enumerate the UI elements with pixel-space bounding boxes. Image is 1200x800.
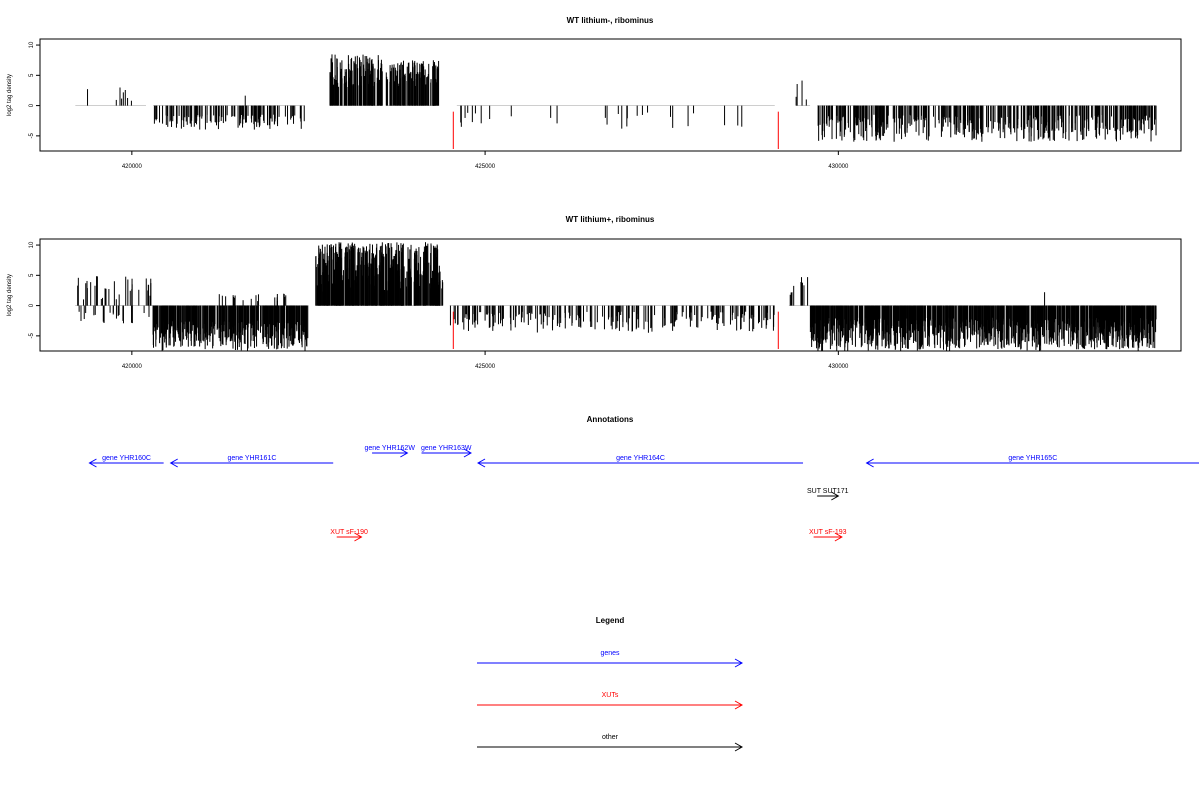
annotation-gene: gene YHR160C	[88, 455, 164, 468]
arrow-head	[734, 658, 744, 668]
y-axis: -5 0 5 10	[29, 241, 40, 339]
x-tick-label: 430000	[828, 164, 849, 170]
annotation-gene: gene YHR163W	[421, 445, 472, 458]
annotation-label: SUT SUT171	[807, 488, 849, 495]
arrow-head	[834, 532, 843, 542]
annotation-label: gene YHR163W	[421, 445, 472, 452]
y-tick-label: 10	[29, 41, 35, 48]
y-tick-label: 0	[29, 103, 35, 107]
panel-title: WT lithium+, ribominus	[566, 215, 655, 224]
annotations-track: Annotations gene YHR160C gene YHR161C gene…	[88, 415, 1199, 542]
plot-frame	[39, 38, 1182, 152]
legend-title: Legend	[596, 616, 625, 625]
annotation-label: gene YHR162W	[364, 445, 415, 452]
annotation-gene: gene YHR162W	[364, 445, 415, 458]
y-axis-label: log2 tag density	[7, 74, 13, 116]
annotation-label: XUT sF-193	[809, 529, 847, 536]
annotation-label: XUT sF-190	[330, 529, 368, 536]
x-tick-label: 425000	[475, 364, 496, 370]
legend: Legend genes XUTs other	[477, 616, 744, 752]
legend-item-xut: XUTs	[477, 692, 744, 710]
legend-label: XUTs	[602, 692, 619, 699]
annotation-xut: XUT sF-190	[330, 529, 368, 542]
legend-item-gene: genes	[477, 650, 744, 668]
arrow-head	[734, 700, 744, 710]
boundary-markers	[452, 311, 779, 349]
y-tick-label: 5	[29, 73, 35, 77]
annotation-label: gene YHR161C	[227, 455, 276, 462]
annotation-label: gene YHR164C	[616, 455, 665, 462]
density-bars	[75, 54, 1157, 142]
plot-frame	[39, 238, 1182, 352]
x-tick-label: 425000	[475, 164, 496, 170]
y-tick-label: -5	[29, 133, 35, 139]
annotation-label: gene YHR165C	[1008, 455, 1057, 462]
legend-label: other	[602, 734, 619, 741]
annotation-label: gene YHR160C	[102, 455, 151, 462]
arrow-head	[463, 448, 472, 458]
annotation-gene: gene YHR161C	[169, 455, 334, 468]
arrow-head	[400, 448, 409, 458]
arrow-head	[88, 458, 97, 468]
annotations-title: Annotations	[587, 415, 634, 424]
y-axis-label: log2 tag density	[7, 274, 13, 316]
track-panel-lithium-plus: WT lithium+, ribominus log2 tag density …	[7, 215, 1182, 370]
y-axis: -5 0 5 10	[29, 41, 40, 139]
y-tick-label: 10	[29, 241, 35, 248]
panel-title: WT lithium-, ribominus	[567, 16, 654, 25]
density-bars	[75, 242, 1157, 351]
annotation-gene: gene YHR164C	[477, 455, 804, 468]
y-tick-label: 5	[29, 273, 35, 277]
x-tick-label: 420000	[122, 164, 143, 170]
arrow-head	[169, 458, 178, 468]
x-axis: 420000 425000 430000	[122, 151, 849, 170]
y-tick-label: 0	[29, 303, 35, 307]
annotation-other: SUT SUT171	[807, 488, 849, 501]
x-tick-label: 420000	[122, 364, 143, 370]
x-tick-label: 430000	[828, 364, 849, 370]
arrow-head	[865, 458, 874, 468]
legend-label: genes	[600, 650, 620, 657]
annotation-gene: gene YHR165C	[865, 455, 1199, 468]
annotation-xut: XUT sF-193	[809, 529, 847, 542]
arrow-head	[734, 742, 744, 752]
track-panel-lithium-minus: WT lithium-, ribominus log2 tag density …	[7, 16, 1182, 170]
legend-item-other: other	[477, 734, 744, 752]
arrow-head	[477, 458, 486, 468]
y-tick-label: -5	[29, 333, 35, 339]
boundary-markers	[452, 111, 779, 149]
arrow-head	[354, 532, 363, 542]
arrow-head	[831, 491, 840, 501]
x-axis: 420000 425000 430000	[122, 351, 849, 370]
